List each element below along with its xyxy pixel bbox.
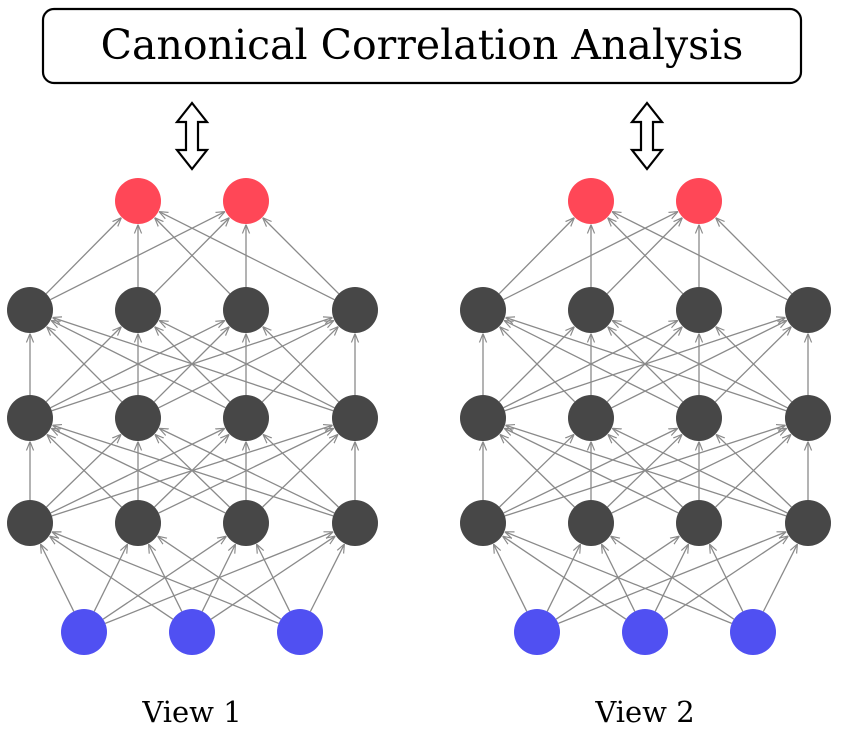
edge-arrow (263, 327, 340, 403)
input-node (730, 609, 776, 655)
edge-arrow (50, 536, 174, 620)
title-box: Canonical Correlation Analysis (41, 7, 803, 85)
hidden-node (223, 287, 269, 333)
hidden-node (332, 287, 378, 333)
edge-arrow (716, 435, 792, 508)
edge-arrow (53, 318, 334, 412)
input-node (61, 609, 107, 655)
edge-arrow (47, 435, 122, 508)
edge-arrow (494, 545, 528, 612)
view-1-label: View 1 (141, 695, 241, 729)
double-arrow-view-2 (629, 101, 665, 171)
edge-arrow (505, 321, 679, 409)
edge-arrow (41, 545, 75, 612)
edge-arrow (53, 425, 334, 517)
output-node (115, 178, 161, 224)
edge-arrow (159, 212, 335, 301)
nodes (460, 178, 831, 655)
edge-arrow (498, 218, 574, 295)
hidden-node (785, 287, 831, 333)
nodes (7, 178, 378, 655)
double-arrow-icon (174, 101, 210, 171)
edge-arrow (505, 429, 679, 514)
input-node (622, 609, 668, 655)
hidden-node (676, 500, 722, 546)
hidden-node (332, 395, 378, 441)
hidden-node (568, 287, 614, 333)
edge-arrow (503, 536, 627, 620)
hidden-node (460, 500, 506, 546)
hidden-node (223, 500, 269, 546)
network-view-1 (7, 178, 378, 655)
edge-arrow (257, 545, 291, 612)
input-node (169, 609, 215, 655)
output-node (676, 178, 722, 224)
edge-arrow (716, 218, 793, 295)
edge-arrow (608, 218, 684, 295)
edge-arrow (710, 545, 744, 612)
edge-arrow (160, 429, 335, 514)
edges (30, 212, 355, 625)
hidden-node (115, 287, 161, 333)
edge-arrow (500, 435, 575, 508)
input-node (514, 609, 560, 655)
hidden-node (115, 395, 161, 441)
edge-arrow (52, 532, 279, 625)
hidden-node (676, 287, 722, 333)
output-node (568, 178, 614, 224)
edge-arrow (762, 544, 797, 612)
hidden-node (7, 287, 53, 333)
hidden-node (223, 395, 269, 441)
hidden-node (7, 500, 53, 546)
hidden-node (676, 395, 722, 441)
edge-arrow (158, 536, 282, 620)
hidden-node (460, 395, 506, 441)
hidden-node (7, 395, 53, 441)
view-2-label: View 2 (594, 695, 694, 729)
edges (483, 212, 808, 625)
edge-arrow (52, 429, 226, 514)
output-node (223, 178, 269, 224)
hidden-node (568, 395, 614, 441)
edge-arrow (612, 212, 788, 301)
hidden-node (785, 500, 831, 546)
edge-arrow (611, 536, 735, 620)
edge-arrow (263, 218, 340, 295)
edge-arrow (45, 218, 121, 295)
edge-arrow (506, 318, 787, 412)
edge-arrow (500, 327, 576, 403)
hidden-node (332, 500, 378, 546)
edge-arrow (613, 321, 788, 409)
double-arrow-icon (629, 101, 665, 171)
title-text: Canonical Correlation Analysis (101, 21, 744, 69)
edge-arrow (160, 321, 335, 409)
hidden-node (785, 395, 831, 441)
edge-arrow (309, 544, 344, 612)
edge-arrow (155, 218, 231, 295)
edge-arrow (52, 321, 226, 409)
edge-arrow (505, 532, 732, 625)
hidden-node (568, 500, 614, 546)
hidden-node (115, 500, 161, 546)
double-arrow-view-1 (174, 101, 210, 171)
input-node (277, 609, 323, 655)
network-view-2 (460, 178, 831, 655)
edge-arrow (263, 435, 339, 508)
hidden-node (460, 287, 506, 333)
edge-arrow (506, 425, 787, 517)
edge-arrow (47, 327, 123, 403)
edge-arrow (716, 327, 793, 403)
title-frame (41, 7, 803, 85)
edge-arrow (613, 429, 788, 514)
